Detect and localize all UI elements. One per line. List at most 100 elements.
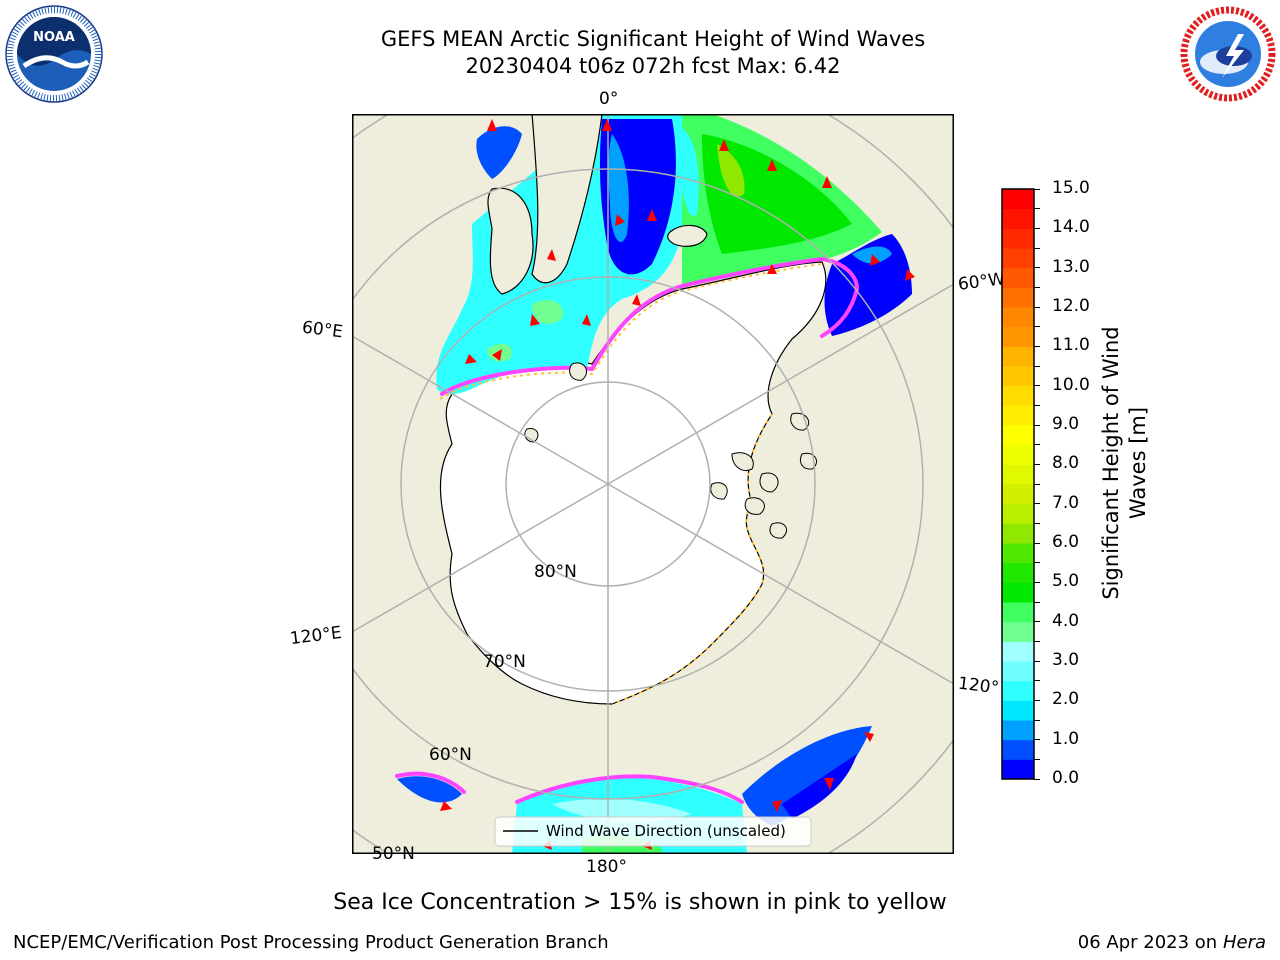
colorbar-tick-mark [1034, 227, 1040, 229]
lon-label-60w: 60°W [956, 269, 1006, 295]
colorbar-tick-label: 7.0 [1052, 492, 1080, 513]
meridians [352, 114, 954, 854]
colorbar-block [1002, 680, 1034, 701]
colorbar-block [1002, 641, 1034, 662]
arctic-map [352, 114, 954, 854]
noaa-logo: NOAA [5, 5, 103, 103]
colorbar-block [1002, 700, 1034, 721]
colorbar-tick-label: 15.0 [1052, 178, 1090, 198]
colorbar-block [1002, 720, 1034, 741]
colorbar-block [1002, 464, 1034, 485]
colorbar-tick-mark [1034, 719, 1040, 721]
lon-label-60e: 60°E [300, 317, 344, 343]
lat-label-60: 60°N [429, 745, 472, 765]
lon-label-180: 180° [586, 857, 627, 877]
colorbar-block [1002, 523, 1034, 544]
lat-label-70: 70°N [483, 652, 526, 672]
footer-left: NCEP/EMC/Verification Post Processing Pr… [13, 932, 609, 953]
colorbar-tick-mark [1034, 601, 1040, 603]
colorbar-tick-mark [1034, 385, 1040, 387]
legend-label: Wind Wave Direction (unscaled) [546, 822, 786, 840]
lat-label-50: 50°N [372, 844, 415, 864]
colorbar-block [1002, 287, 1034, 308]
colorbar-tick-mark [1034, 522, 1040, 524]
colorbar-tick-label: 0.0 [1052, 768, 1080, 788]
colorbar-tick-label: 10.0 [1052, 374, 1090, 395]
lon-label-0: 0° [599, 89, 619, 109]
colorbar-tick-mark [1034, 562, 1040, 564]
footer-right: 06 Apr 2023 on Hera [1078, 932, 1266, 953]
colorbar-block [1002, 307, 1034, 328]
colorbar-label-line1: Significant Height of Wind [1099, 326, 1123, 600]
lat-label-80: 80°N [534, 562, 577, 582]
colorbar-block [1002, 346, 1034, 367]
colorbar-block [1002, 582, 1034, 603]
colorbar-tick-mark [1034, 699, 1040, 701]
colorbar-tick-mark [1034, 208, 1040, 210]
svg-text:NOAA: NOAA [33, 30, 75, 45]
colorbar-tick-mark [1034, 404, 1040, 406]
colorbar-block [1002, 759, 1034, 780]
colorbar-tick-mark [1034, 660, 1040, 662]
colorbar-block [1002, 602, 1034, 623]
colorbar-tick-label: 6.0 [1052, 532, 1080, 552]
colorbar-tick-mark [1034, 267, 1040, 269]
colorbar-tick-mark [1034, 326, 1040, 328]
colorbar-block [1002, 484, 1034, 505]
colorbar-tick-mark [1034, 463, 1040, 465]
colorbar-tick-label: 9.0 [1052, 414, 1080, 434]
footer-date: 06 Apr 2023 on [1077, 932, 1223, 953]
lon-label-120e: 120°E [288, 622, 343, 650]
colorbar-tick-label: 5.0 [1052, 571, 1080, 592]
colorbar-block [1002, 326, 1034, 347]
colorbar-tick-mark [1034, 503, 1040, 505]
colorbar-block [1002, 503, 1034, 524]
colorbar-tick-mark [1034, 365, 1040, 367]
colorbar-tick-label: 11.0 [1052, 335, 1090, 356]
colorbar-label-line2: Waves [m] [1126, 406, 1150, 520]
colorbar-tick-mark [1034, 286, 1040, 288]
colorbar-tick-mark [1034, 345, 1040, 347]
colorbar-tick-mark [1034, 680, 1040, 682]
colorbar-tick-mark [1034, 739, 1040, 741]
iceland [667, 224, 708, 247]
colorbar-block [1002, 228, 1034, 249]
colorbar-block [1002, 621, 1034, 642]
colorbar-tick-label: 12.0 [1052, 296, 1090, 316]
colorbar-tick-mark [1034, 581, 1040, 583]
footer-host: Hera [1222, 932, 1266, 953]
map-legend [494, 816, 812, 847]
scandinavia [487, 187, 534, 295]
colorbar-tick-label: 3.0 [1052, 650, 1080, 670]
colorbar-tick-mark [1034, 640, 1040, 642]
sea-ice-note: Sea Ice Concentration > 15% is shown in … [333, 890, 947, 915]
colorbar-tick-mark [1034, 306, 1040, 308]
colorbar-tick-mark [1034, 778, 1040, 780]
lon-label-120w: 120° [956, 673, 1001, 699]
colorbar-block [1002, 189, 1034, 210]
nws-logo [1180, 6, 1276, 102]
chart-title-line2: 20230404 t06z 072h fcst Max: 6.42 [465, 54, 841, 78]
colorbar-block [1002, 543, 1034, 564]
colorbar-tick-mark [1034, 188, 1040, 190]
colorbar-tick-label: 14.0 [1052, 217, 1090, 238]
colorbar [1001, 188, 1035, 780]
colorbar-tick-label: 1.0 [1052, 728, 1080, 749]
colorbar-tick-mark [1034, 444, 1040, 446]
colorbar-tick-mark [1034, 758, 1040, 760]
colorbar-tick-label: 4.0 [1052, 610, 1080, 631]
colorbar-block [1002, 385, 1034, 406]
map-frame [352, 114, 954, 854]
colorbar-block [1002, 562, 1034, 583]
colorbar-tick-mark [1034, 542, 1040, 544]
colorbar-block [1002, 425, 1034, 446]
colorbar-tick-mark [1034, 247, 1040, 249]
arctic-ocean-ice [439, 261, 827, 705]
colorbar-tick-mark [1034, 483, 1040, 485]
colorbar-block [1002, 267, 1034, 288]
colorbar-tick-label: 8.0 [1052, 453, 1080, 474]
colorbar-tick-mark [1034, 424, 1040, 426]
colorbar-block [1002, 208, 1034, 229]
colorbar-block [1002, 444, 1034, 465]
colorbar-block [1002, 739, 1034, 760]
